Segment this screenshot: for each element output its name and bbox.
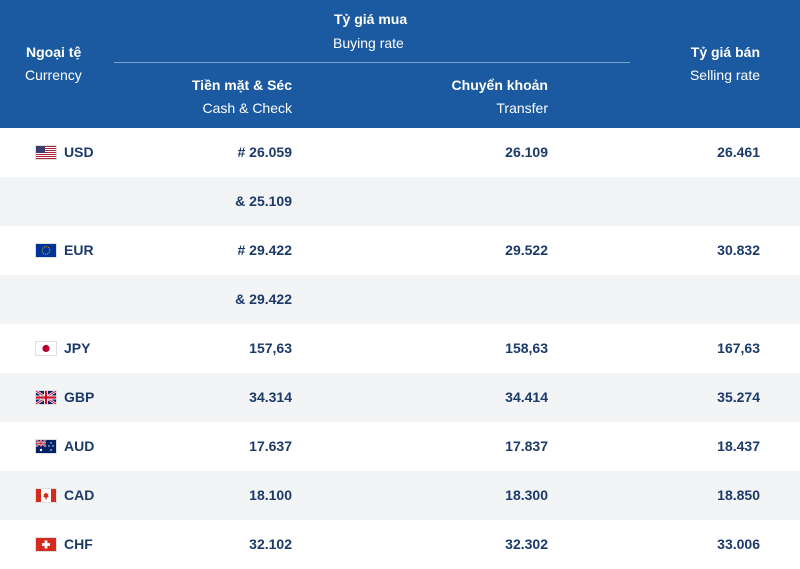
transfer-rate: 158,63	[505, 340, 548, 356]
cash-rate: & 29.422	[235, 291, 292, 307]
cash-header-en: Cash & Check	[202, 100, 292, 116]
selling-rate: 33.006	[717, 536, 760, 552]
selling-header-en: Selling rate	[689, 67, 760, 83]
currency-header-vi: Ngoại tệ	[26, 44, 82, 60]
currency-code: GBP	[64, 389, 95, 405]
transfer-rate: 26.109	[505, 144, 548, 160]
cash-rate: 17.637	[249, 438, 292, 454]
table-row: & 29.422	[0, 275, 800, 324]
selling-rate: 30.832	[717, 242, 760, 258]
currency-code: CAD	[64, 487, 95, 503]
table-row: GBP 34.314 34.414 35.274	[0, 373, 800, 422]
rates-table: USD # 26.059 26.109 26.461 & 25.109 EUR …	[0, 128, 800, 569]
currency-code: EUR	[64, 242, 94, 258]
table-row: CAD 18.100 18.300 18.850	[0, 471, 800, 520]
cash-rate: 34.314	[249, 389, 292, 405]
selling-rate: 18.437	[717, 438, 760, 454]
transfer-rate: 18.300	[505, 487, 548, 503]
table-row: JPY 157,63 158,63 167,63	[0, 324, 800, 373]
table-header: Ngoại tệ Currency Tỷ giá mua Buying rate…	[0, 0, 800, 128]
cash-rate: & 25.109	[235, 193, 292, 209]
transfer-header-en: Transfer	[496, 100, 548, 116]
currency-header-en: Currency	[25, 67, 82, 83]
currency-code: JPY	[64, 340, 91, 356]
transfer-rate: 34.414	[505, 389, 548, 405]
cash-rate: 18.100	[249, 487, 292, 503]
cash-rate: # 26.059	[237, 144, 293, 160]
table-row: USD # 26.059 26.109 26.461	[0, 128, 800, 177]
cash-rate: 157,63	[249, 340, 292, 356]
selling-header-vi: Tỷ giá bán	[690, 44, 760, 60]
transfer-header-vi: Chuyển khoản	[451, 77, 548, 93]
transfer-rate: 32.302	[505, 536, 548, 552]
table-row: CHF 32.102 32.302 33.006	[0, 520, 800, 569]
cash-header-vi: Tiền mặt & Séc	[191, 77, 292, 93]
ch-flag-icon	[35, 537, 57, 552]
currency-code: USD	[64, 144, 94, 160]
transfer-rate: 17.837	[505, 438, 548, 454]
table-row: EUR # 29.422 29.522 30.832	[0, 226, 800, 275]
selling-rate: 18.850	[717, 487, 760, 503]
selling-rate: 167,63	[717, 340, 760, 356]
cash-rate: # 29.422	[237, 242, 293, 258]
currency-code: AUD	[64, 438, 95, 454]
buying-header-en: Buying rate	[333, 35, 404, 51]
us-flag-icon	[35, 145, 57, 160]
au-flag-icon	[35, 439, 57, 454]
jp-flag-icon	[35, 341, 57, 356]
transfer-rate: 29.522	[505, 242, 548, 258]
cash-rate: 32.102	[249, 536, 292, 552]
gb-flag-icon	[35, 390, 57, 405]
header-divider	[114, 62, 630, 63]
selling-rate: 26.461	[717, 144, 760, 160]
eu-flag-icon	[35, 243, 57, 258]
buying-header-vi: Tỷ giá mua	[334, 11, 408, 27]
selling-rate: 35.274	[717, 389, 760, 405]
table-row: & 25.109	[0, 177, 800, 226]
currency-code: CHF	[64, 536, 93, 552]
table-row: AUD 17.637 17.837 18.437	[0, 422, 800, 471]
ca-flag-icon	[35, 488, 57, 503]
